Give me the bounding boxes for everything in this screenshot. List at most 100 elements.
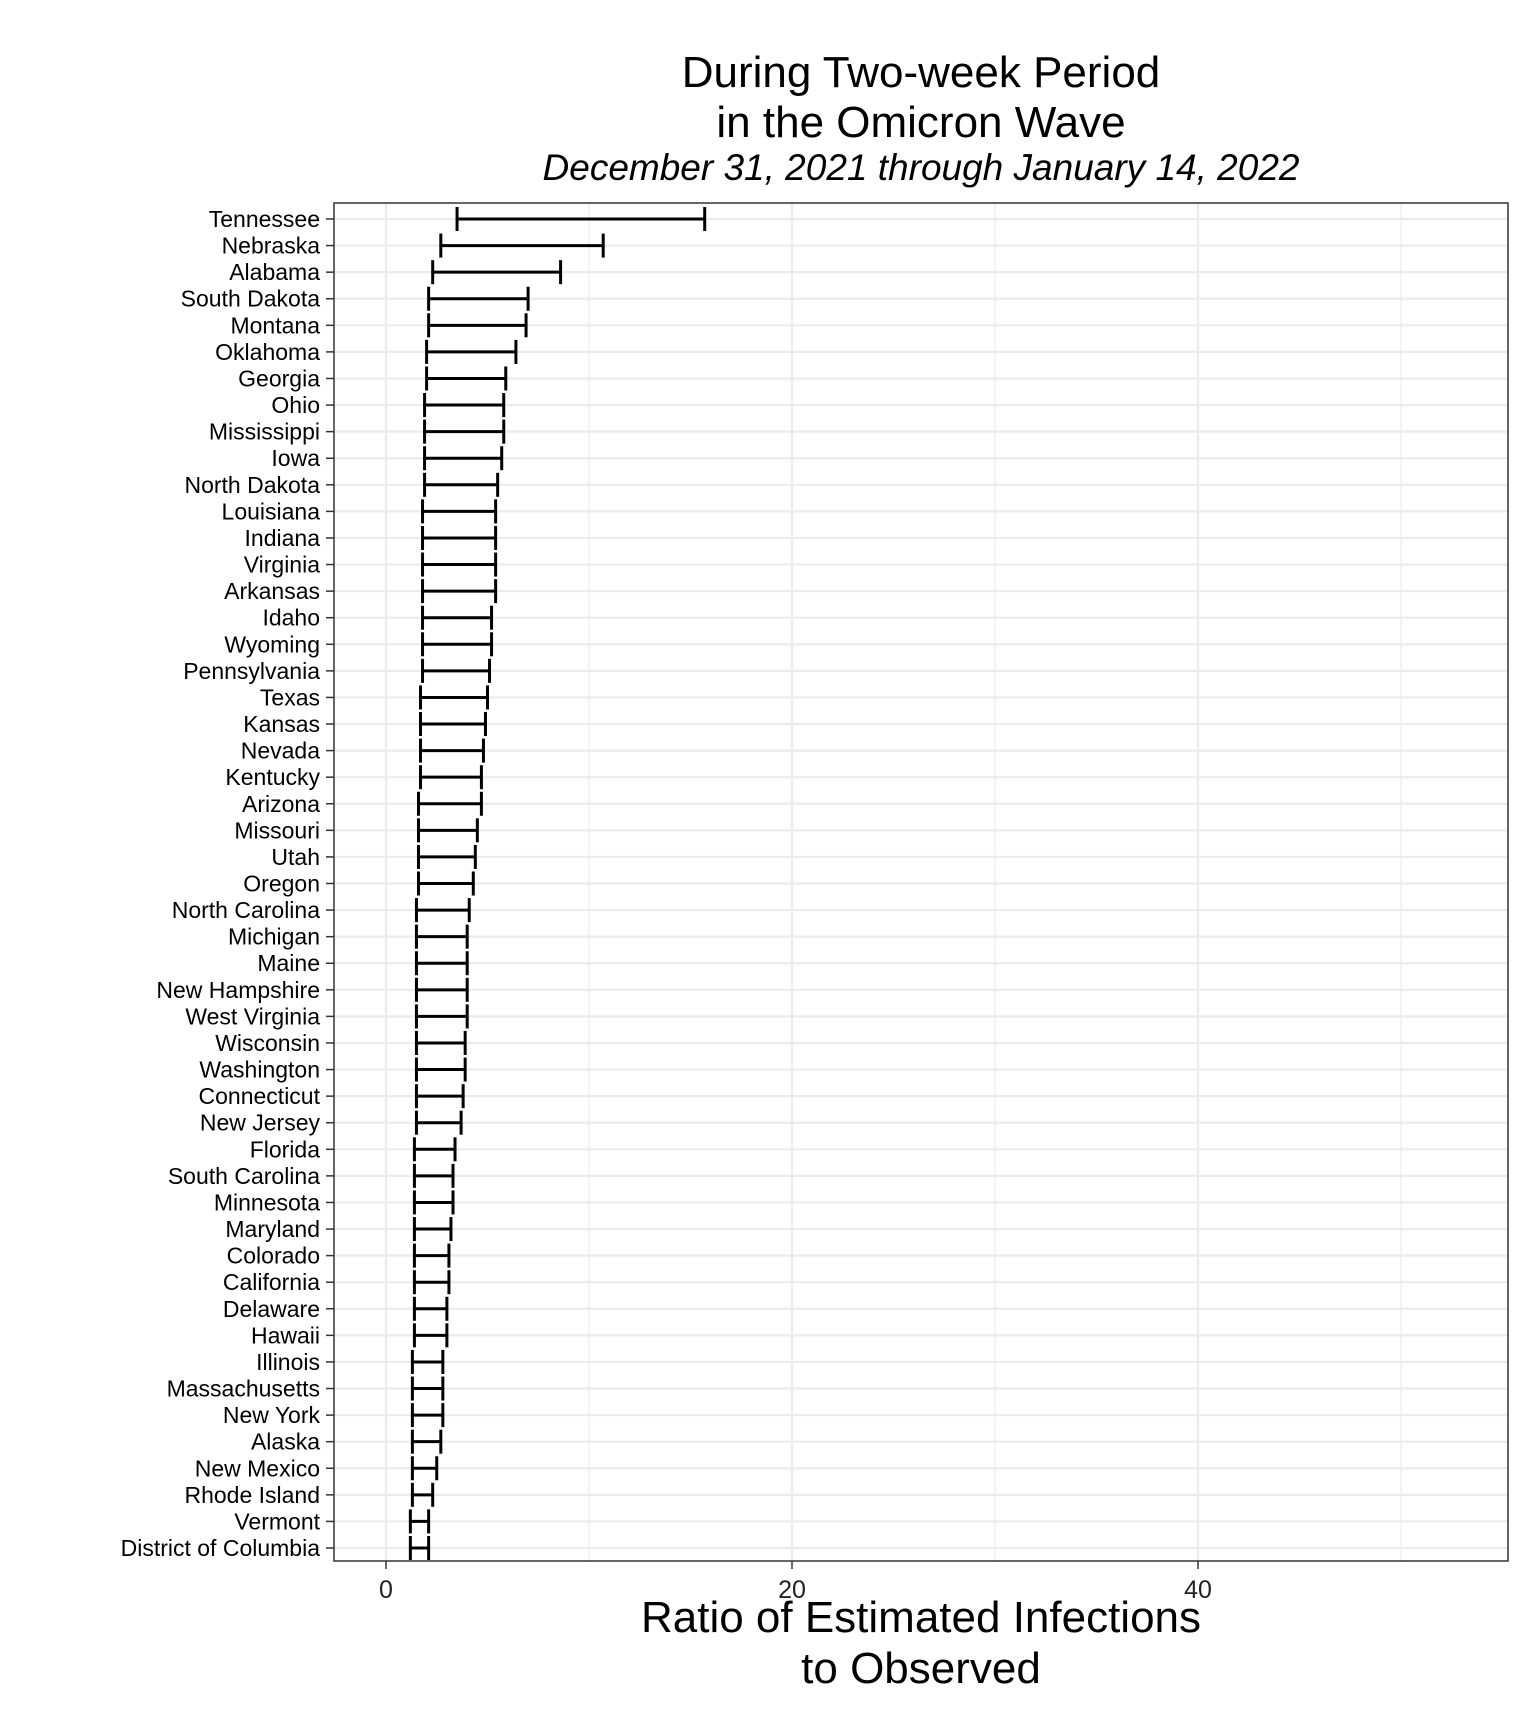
errorbar <box>412 1296 449 1321</box>
errorbar <box>416 818 479 843</box>
y-tick-label: Hawaii <box>251 1322 320 1348</box>
errorbar <box>412 1137 457 1162</box>
errorbar <box>410 1482 435 1507</box>
y-tick-label: Maine <box>257 950 320 976</box>
errorbar <box>425 366 508 391</box>
y-tick-label: Utah <box>271 844 320 870</box>
y-tick-label: Montana <box>230 312 320 338</box>
y-tick-label: Rhode Island <box>184 1482 320 1508</box>
y-tick-label: Texas <box>260 684 320 710</box>
errorbar <box>421 579 498 604</box>
errorbar <box>427 286 530 311</box>
y-tick-label: Missouri <box>234 817 320 843</box>
errorbar <box>421 552 498 577</box>
errorbar <box>408 1509 431 1534</box>
errorbar <box>412 1243 451 1268</box>
errorbar <box>416 844 477 869</box>
errorbar <box>414 1110 463 1135</box>
errorbar <box>410 1429 443 1454</box>
errorbar <box>410 1349 445 1374</box>
y-tick-label: New Mexico <box>195 1455 320 1481</box>
y-tick-label: Alabama <box>229 259 320 285</box>
y-tick-label: South Carolina <box>168 1163 320 1189</box>
errorbar <box>419 712 487 737</box>
y-tick-label: Ohio <box>271 392 320 418</box>
x-axis-label-line2: to Observed <box>801 1644 1041 1693</box>
errorbar <box>425 339 518 364</box>
y-tick-label: Louisiana <box>222 498 321 524</box>
errorbar <box>408 1536 431 1560</box>
errorbar <box>419 738 485 763</box>
y-tick-label: California <box>223 1269 320 1295</box>
errorbar <box>423 419 506 444</box>
y-tick-label: Wyoming <box>224 631 320 657</box>
y-tick-label: Indiana <box>245 525 321 551</box>
errorbar <box>421 605 494 630</box>
y-tick-label: Arkansas <box>224 578 320 604</box>
y-tick-label: North Carolina <box>172 897 320 923</box>
y-tick-label: North Dakota <box>184 472 320 498</box>
errorbar <box>421 632 494 657</box>
y-tick-label: Idaho <box>262 605 320 631</box>
errorbar <box>427 313 528 338</box>
errorbar <box>416 871 475 896</box>
plot-panel <box>334 203 1508 1561</box>
y-tick-label: Mississippi <box>209 419 320 445</box>
y-tick-label: Tennessee <box>209 206 320 232</box>
errorbar <box>419 765 483 790</box>
y-tick-label: Kentucky <box>225 764 320 790</box>
errorbar <box>414 898 471 923</box>
errorbar <box>414 924 469 949</box>
y-tick-label: Pennsylvania <box>183 658 320 684</box>
errorbar <box>421 525 498 550</box>
y-tick-label: Iowa <box>271 445 320 471</box>
y-tick-label: Georgia <box>238 365 320 391</box>
y-tick-label: Nebraska <box>222 233 321 259</box>
errorbar <box>431 260 563 285</box>
y-tick-label: Florida <box>250 1136 321 1162</box>
chart-title-line1: During Two-week Period <box>681 48 1161 97</box>
x-axis-label-line1: Ratio of Estimated Infections <box>640 1593 1202 1642</box>
y-tick-label: Virginia <box>244 552 320 578</box>
errorbar <box>423 446 504 471</box>
x-tick-label: 40 <box>1184 1576 1212 1604</box>
errorbar <box>412 1163 455 1188</box>
y-tick-label: New Hampshire <box>156 977 320 1003</box>
y-tick-label: Oregon <box>243 871 320 897</box>
y-tick-label: Washington <box>199 1057 320 1083</box>
plot-border <box>333 202 1509 1562</box>
errorbar <box>423 472 500 497</box>
errorbar <box>412 1217 453 1242</box>
chart-subtitle: December 31, 2021 through January 14, 20… <box>542 147 1300 188</box>
errorbar <box>439 233 605 258</box>
y-tick-label: Alaska <box>251 1429 320 1455</box>
errorbar <box>423 393 506 418</box>
y-tick-label: Minnesota <box>214 1189 320 1215</box>
y-tick-label: Vermont <box>234 1508 320 1534</box>
y-tick-label: Arizona <box>242 791 320 817</box>
y-tick-label: Massachusetts <box>167 1376 320 1402</box>
y-tick-label: Kansas <box>243 711 320 737</box>
y-tick-label: Nevada <box>241 738 320 764</box>
errorbar <box>455 207 707 231</box>
errorbar <box>414 1030 467 1055</box>
y-tick-label: Delaware <box>223 1296 320 1322</box>
y-tick-label: New York <box>223 1402 321 1428</box>
y-tick-label: Illinois <box>256 1349 320 1375</box>
errorbar <box>412 1323 449 1348</box>
errorbar <box>414 1004 469 1029</box>
errorbar <box>410 1376 445 1401</box>
errorbar <box>416 791 483 816</box>
errorbar <box>421 499 498 524</box>
y-tick-label: New Jersey <box>200 1110 321 1136</box>
errorbar <box>410 1456 439 1481</box>
errorbar <box>414 1057 467 1082</box>
errorbar <box>421 658 492 683</box>
errorbar <box>414 951 469 976</box>
y-tick-label: Michigan <box>228 924 320 950</box>
errorbar <box>412 1190 455 1215</box>
chart-title-line2: in the Omicron Wave <box>716 98 1126 147</box>
y-tick-label: Oklahoma <box>215 339 320 365</box>
y-tick-label: Connecticut <box>199 1083 321 1109</box>
errorbar <box>419 685 489 710</box>
